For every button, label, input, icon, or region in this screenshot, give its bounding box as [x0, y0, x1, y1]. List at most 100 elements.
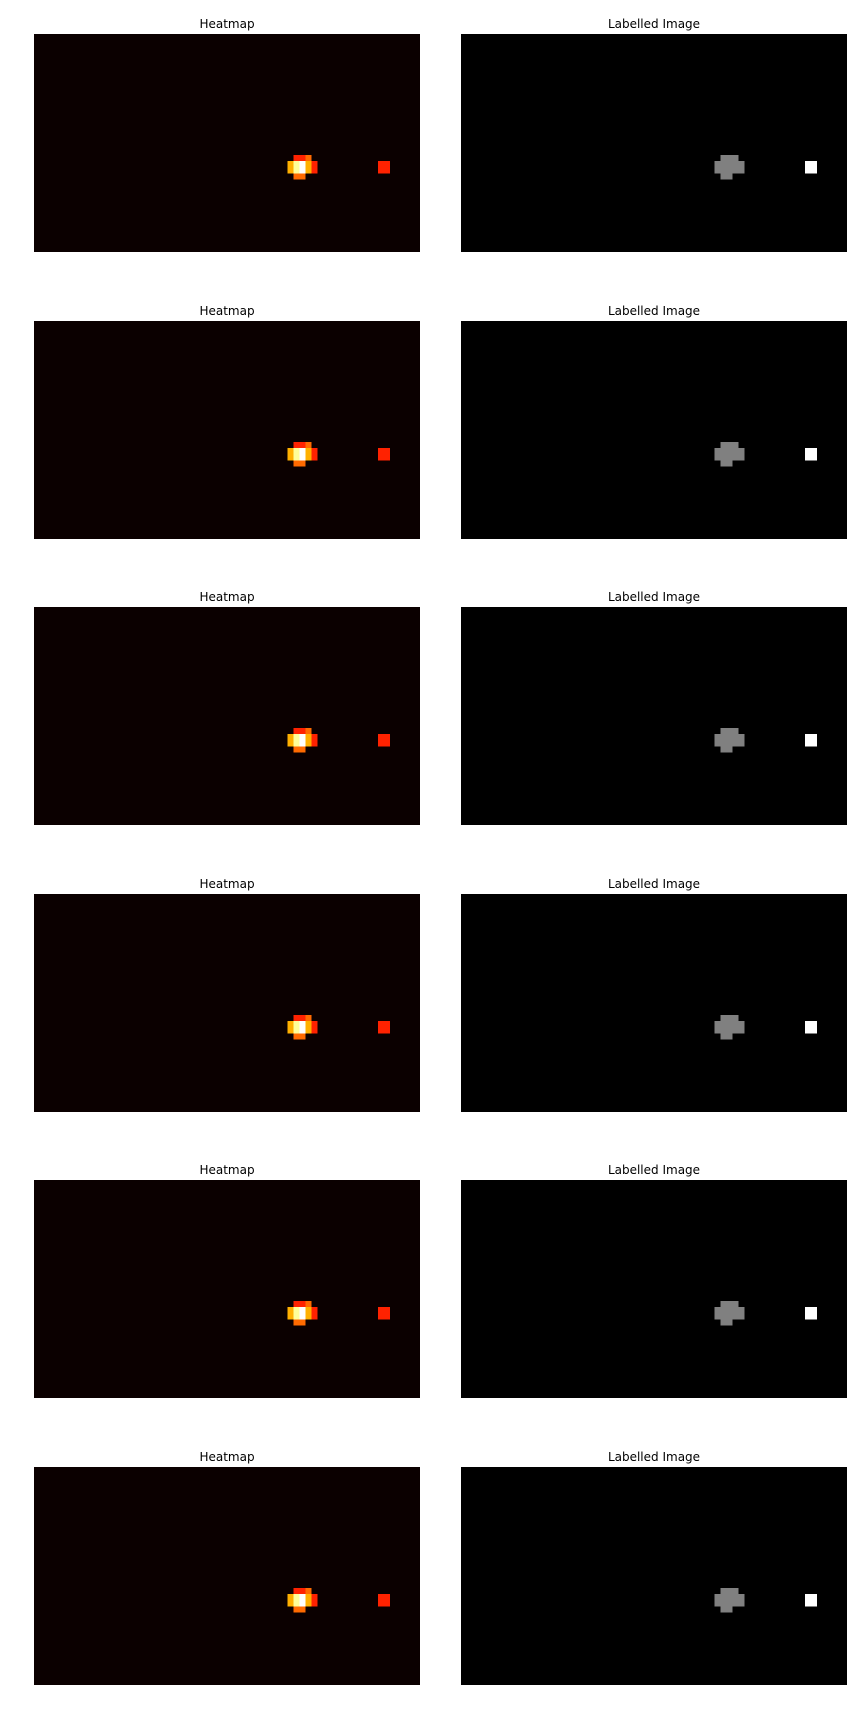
heat-cell — [311, 1594, 317, 1600]
label-cell — [811, 1027, 817, 1033]
heat-cell — [305, 1594, 311, 1600]
heat-cell — [378, 167, 384, 173]
heat-cell — [299, 460, 305, 466]
label-cell — [738, 1307, 744, 1313]
heat-cell — [378, 1594, 384, 1600]
heat-cell — [299, 728, 305, 734]
label-cell — [726, 1033, 732, 1039]
heatmap-panel — [34, 607, 420, 825]
label-cell — [732, 1313, 738, 1319]
heat-cell — [299, 442, 305, 448]
heat-cell — [305, 454, 311, 460]
heat-cell — [293, 448, 299, 454]
heatmap-image — [34, 607, 420, 825]
heat-cell — [384, 454, 390, 460]
label-cell — [720, 167, 726, 173]
heat-cell — [384, 1594, 390, 1600]
image-background — [34, 321, 420, 539]
label-cell — [714, 161, 720, 167]
heatmap-panel — [34, 1467, 420, 1685]
heat-cell — [311, 1027, 317, 1033]
heat-cell — [305, 1021, 311, 1027]
label-cell — [732, 1594, 738, 1600]
heat-cell — [293, 728, 299, 734]
label-cell — [720, 1033, 726, 1039]
label-cell — [732, 1588, 738, 1594]
labelled-image-title: Labelled Image — [461, 17, 847, 31]
label-cell — [714, 448, 720, 454]
labelled-image-title: Labelled Image — [461, 304, 847, 318]
heatmap-image — [34, 894, 420, 1112]
labelled-image-title: Labelled Image — [461, 1163, 847, 1177]
heat-cell — [384, 740, 390, 746]
label-cell — [811, 167, 817, 173]
heat-cell — [311, 1307, 317, 1313]
label-cell — [738, 740, 744, 746]
label-cell — [805, 740, 811, 746]
heat-cell — [299, 173, 305, 179]
heat-cell — [384, 1600, 390, 1606]
label-cell — [805, 167, 811, 173]
heat-cell — [299, 1015, 305, 1021]
label-cell — [726, 155, 732, 161]
heatmap-image — [34, 321, 420, 539]
heat-cell — [305, 1301, 311, 1307]
heat-cell — [293, 1033, 299, 1039]
heatmap-title: Heatmap — [34, 1163, 420, 1177]
label-cell — [726, 728, 732, 734]
label-cell — [811, 1307, 817, 1313]
heat-cell — [293, 746, 299, 752]
label-cell — [811, 734, 817, 740]
label-cell — [738, 1594, 744, 1600]
heatmap-title: Heatmap — [34, 590, 420, 604]
label-cell — [726, 1021, 732, 1027]
labelled-image-title: Labelled Image — [461, 590, 847, 604]
heat-cell — [384, 1313, 390, 1319]
label-cell — [720, 1588, 726, 1594]
label-cell — [805, 1027, 811, 1033]
heat-cell — [299, 746, 305, 752]
heatmap-image — [34, 34, 420, 252]
label-cell — [714, 1594, 720, 1600]
heat-cell — [305, 734, 311, 740]
heat-cell — [287, 1594, 293, 1600]
heat-cell — [311, 1600, 317, 1606]
heat-cell — [299, 161, 305, 167]
label-cell — [732, 1027, 738, 1033]
label-cell — [720, 1319, 726, 1325]
label-cell — [805, 448, 811, 454]
label-cell — [726, 734, 732, 740]
label-cell — [726, 746, 732, 752]
heat-cell — [293, 173, 299, 179]
heat-cell — [305, 1307, 311, 1313]
heatmap-title: Heatmap — [34, 17, 420, 31]
heat-cell — [293, 1301, 299, 1307]
heat-cell — [293, 1313, 299, 1319]
heat-cell — [311, 161, 317, 167]
labelled-image-panel — [461, 321, 847, 539]
label-cell — [714, 734, 720, 740]
label-cell — [726, 1313, 732, 1319]
label-cell — [805, 454, 811, 460]
heat-cell — [287, 161, 293, 167]
label-cell — [720, 740, 726, 746]
label-cell — [720, 1301, 726, 1307]
image-background — [34, 34, 420, 252]
label-cell — [738, 161, 744, 167]
heat-cell — [384, 167, 390, 173]
heat-cell — [287, 734, 293, 740]
heat-cell — [287, 167, 293, 173]
label-cell — [811, 1021, 817, 1027]
labelled-image — [461, 321, 847, 539]
heat-cell — [305, 1588, 311, 1594]
heat-cell — [311, 448, 317, 454]
heat-cell — [378, 161, 384, 167]
label-cell — [726, 454, 732, 460]
label-cell — [732, 1307, 738, 1313]
heat-cell — [311, 1021, 317, 1027]
heat-cell — [299, 1021, 305, 1027]
heat-cell — [293, 1594, 299, 1600]
heat-cell — [384, 161, 390, 167]
heat-cell — [305, 167, 311, 173]
label-cell — [720, 442, 726, 448]
